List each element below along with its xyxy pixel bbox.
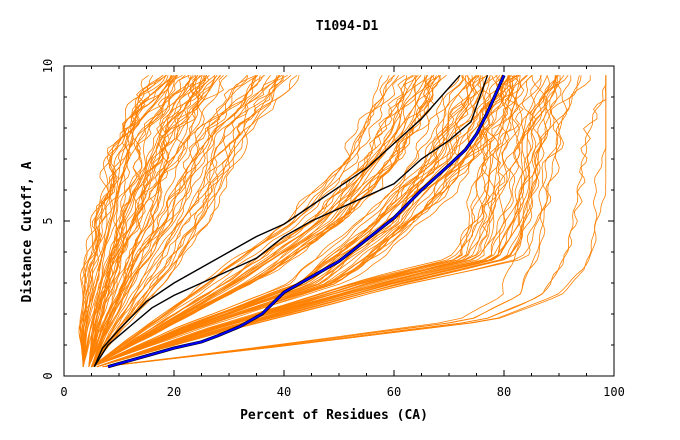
orange-model-curve	[91, 74, 435, 368]
y-tick-label: 5	[41, 217, 55, 224]
orange-model-curve	[91, 74, 405, 368]
orange-model-curve	[91, 75, 258, 367]
orange-model-curve	[91, 75, 390, 368]
orange-model-curve	[96, 75, 559, 368]
orange-model-curve	[91, 74, 415, 368]
y-tick-label: 0	[41, 372, 55, 379]
orange-model-curve	[96, 75, 561, 368]
plot-lines	[78, 74, 607, 369]
orange-model-curve	[91, 75, 264, 367]
orange-model-curve	[88, 75, 210, 367]
orange-model-curve	[91, 74, 266, 367]
orange-model-curve	[91, 75, 435, 368]
orange-model-curve	[81, 74, 164, 367]
x-tick-label: 100	[603, 385, 625, 399]
orange-model-curve	[82, 75, 173, 367]
orange-model-curve	[91, 75, 279, 367]
orange-model-curve	[91, 75, 464, 368]
orange-model-curve	[91, 75, 261, 367]
orange-model-curve	[79, 74, 168, 367]
orange-model-curve	[88, 75, 203, 367]
x-tick-label: 60	[387, 385, 401, 399]
orange-model-curve	[96, 75, 509, 368]
orange-model-curve	[91, 75, 503, 368]
chart-title: T1094-D1	[316, 19, 379, 34]
orange-model-curve	[88, 75, 205, 367]
orange-model-curve	[102, 75, 607, 368]
orange-model-curve	[91, 75, 434, 368]
orange-model-curve	[91, 74, 396, 368]
orange-model-curve	[91, 75, 481, 368]
orange-model-curve	[91, 74, 413, 368]
orange-model-curve	[96, 75, 513, 368]
y-axis-label: Distance Cutoff, A	[20, 161, 35, 302]
x-axis-label: Percent of Residues (CA)	[240, 408, 428, 423]
orange-model-curve	[91, 75, 416, 368]
orange-model-curve	[88, 75, 207, 367]
orange-model-curve	[91, 74, 281, 367]
orange-model-curve	[88, 75, 221, 367]
orange-model-curve	[91, 75, 473, 368]
orange-model-curve	[91, 75, 480, 368]
x-tick-label: 20	[167, 385, 181, 399]
orange-model-curve	[102, 75, 607, 368]
orange-model-curve	[91, 75, 434, 368]
orange-model-curve	[88, 75, 215, 367]
orange-model-curve	[81, 75, 169, 367]
orange-model-curve	[91, 74, 258, 367]
orange-model-curve	[82, 75, 171, 367]
y-tick-label: 10	[41, 59, 55, 73]
orange-model-curve	[96, 75, 580, 368]
orange-model-curve	[96, 75, 572, 368]
black-series-line-1	[93, 74, 461, 367]
orange-model-curve	[88, 75, 222, 367]
blue-series-line	[107, 74, 505, 368]
orange-model-curve	[91, 75, 394, 368]
orange-model-curve	[91, 74, 498, 368]
orange-model-curve	[91, 75, 470, 368]
orange-model-curve	[96, 75, 558, 368]
orange-model-curve	[91, 74, 447, 368]
orange-model-curve	[91, 75, 248, 367]
orange-model-curve	[91, 74, 283, 367]
orange-model-curve	[91, 75, 257, 367]
y-axis: 0 5 10	[41, 59, 614, 380]
orange-model-curve	[102, 75, 591, 368]
orange-model-curve	[96, 75, 504, 368]
orange-model-curve	[91, 75, 464, 368]
black-series-line-2	[93, 75, 489, 368]
orange-model-curve	[102, 75, 569, 368]
orange-model-curve	[91, 75, 429, 368]
orange-model-curve	[91, 74, 442, 368]
orange-model-curve	[96, 75, 548, 368]
orange-model-curve	[82, 75, 177, 367]
x-tick-label: 0	[60, 385, 67, 399]
orange-model-curve	[96, 75, 565, 368]
orange-model-curve	[82, 74, 175, 367]
x-tick-label: 80	[497, 385, 511, 399]
x-tick-label: 40	[277, 385, 291, 399]
orange-model-curve	[91, 74, 288, 367]
x-axis: 0 20 40 60 80 100	[60, 66, 625, 399]
